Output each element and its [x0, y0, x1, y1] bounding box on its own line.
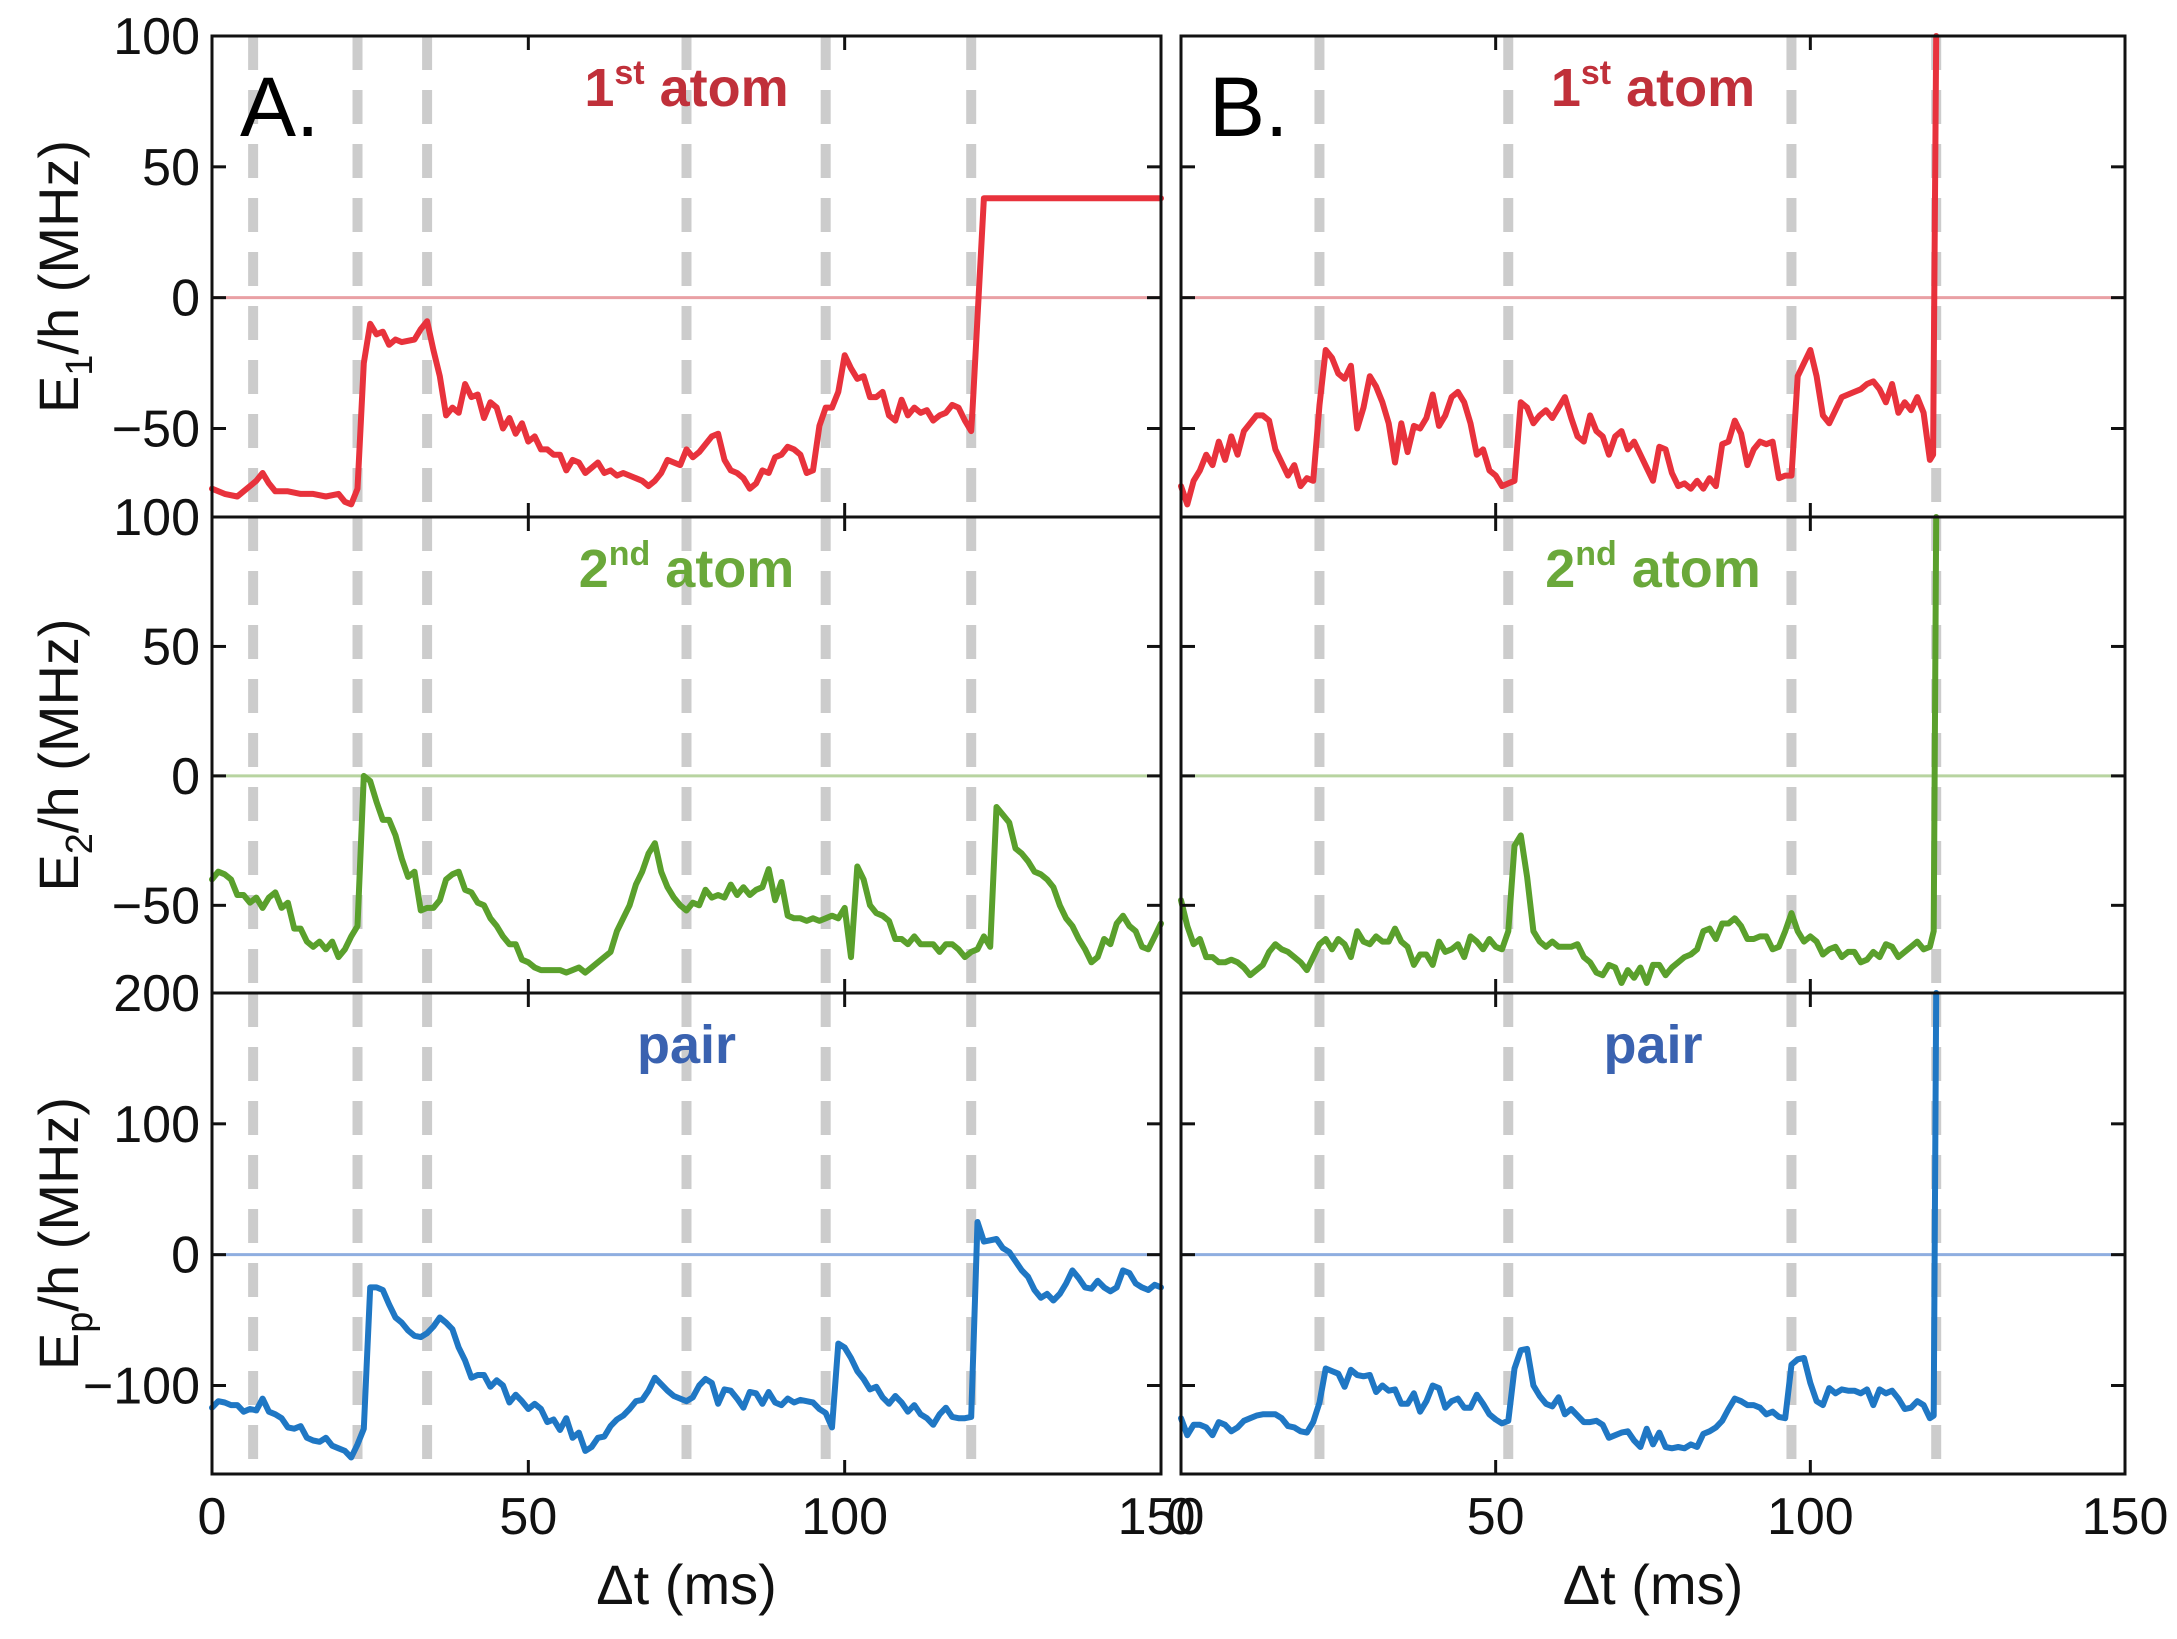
y-tick-label: 100 [113, 489, 200, 547]
subplot-atom2: 2nd atom [1178, 514, 2127, 995]
series-title-atom2: 2nd atom [1545, 535, 1761, 599]
y-tick-label: −50 [112, 401, 200, 459]
series-line-pair [209, 1219, 1164, 1461]
y-tick-label: 0 [171, 1227, 200, 1285]
y-axis-label-atom2: E2/h (MHz) [27, 618, 101, 891]
y-axis-label-atom1: E1/h (MHz) [27, 140, 101, 413]
panel-a: 100 50 0 −50 1st atom E1/h (MHz) 100 50 0 −50 2nd … [27, 8, 1204, 1616]
plot-frame [1179, 991, 2127, 1476]
x-axis-label: Δt (ms) [1563, 1553, 1743, 1616]
series-line-atom1 [1178, 33, 1940, 508]
subplot-atom2: 100 50 0 −50 2nd atom E2/h (MHz) [27, 489, 1164, 995]
y-axis-label-pair: Ep/h (MHz) [27, 1097, 101, 1370]
x-tick-label: 150 [1118, 1488, 1205, 1546]
x-tick-label: 150 [2082, 1488, 2169, 1546]
x-tick-label: 50 [1467, 1488, 1525, 1546]
x-tick-label: 50 [499, 1488, 557, 1546]
y-tick-label: 200 [113, 965, 200, 1023]
panel-letter: B. [1209, 60, 1288, 154]
x-tick-label: 0 [1167, 1488, 1196, 1546]
y-tick-label: 0 [171, 748, 200, 806]
y-tick-label: 50 [142, 618, 200, 676]
subplot-atom1: 1st atom [1178, 33, 2127, 519]
y-tick-label: 100 [113, 1096, 200, 1154]
series-line-atom2 [209, 772, 1164, 976]
series-line-pair [1178, 990, 1940, 1452]
y-tick-label: 50 [142, 139, 200, 197]
series-line-atom1 [209, 195, 1164, 508]
x-axis-label: Δt (ms) [596, 1553, 776, 1616]
series-title-atom1: 1st atom [1551, 54, 1755, 118]
x-tick-label: 0 [198, 1488, 227, 1546]
panel-letter: A. [240, 60, 319, 154]
series-line-atom2 [1178, 514, 1940, 986]
panel-b: 1st atom 2nd atom pair 0 50 100 150 Δt (ms) B. [1167, 33, 2169, 1616]
series-title-pair: pair [1603, 1015, 1702, 1075]
y-tick-label: 0 [171, 270, 200, 328]
subplot-pair: 200 100 0 −100 pair Ep/h (MHz) [27, 965, 1164, 1476]
plot-frame [210, 991, 1163, 1476]
subplot-atom1: 100 50 0 −50 1st atom E1/h (MHz) [27, 8, 1164, 519]
series-title-pair: pair [637, 1015, 736, 1075]
y-tick-label: 100 [113, 8, 200, 66]
x-tick-label: 100 [801, 1488, 888, 1546]
y-tick-label: −100 [83, 1358, 200, 1416]
series-title-atom1: 1st atom [584, 54, 788, 118]
y-tick-label: −50 [112, 877, 200, 935]
subplot-pair: pair [1178, 990, 2127, 1476]
series-title-atom2: 2nd atom [579, 535, 795, 599]
x-tick-label: 100 [1767, 1488, 1854, 1546]
